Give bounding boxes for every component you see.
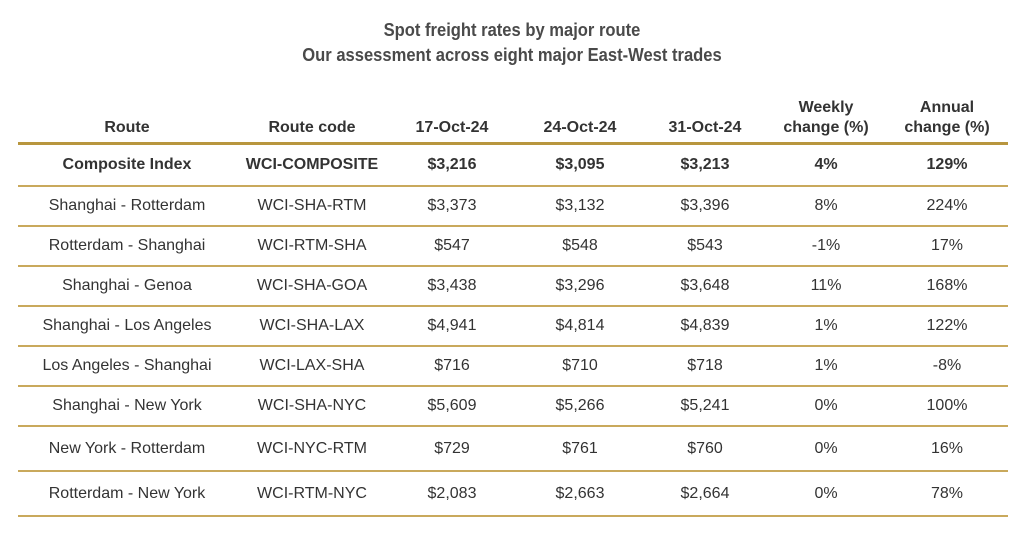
table-row: Rotterdam - Shanghai WCI-RTM-SHA $547 $5… bbox=[18, 226, 1008, 267]
table-row: Shanghai - Los Angeles WCI-SHA-LAX $4,94… bbox=[18, 306, 1008, 347]
cell-weekly-change: 0% bbox=[766, 386, 886, 427]
cell-date-1: $3,373 bbox=[388, 186, 516, 227]
cell-date-2: $2,663 bbox=[516, 471, 644, 517]
cell-date-2: $3,296 bbox=[516, 266, 644, 307]
cell-date-1: $716 bbox=[388, 346, 516, 387]
cell-annual-change: 78% bbox=[886, 471, 1008, 517]
cell-annual-change: -8% bbox=[886, 346, 1008, 387]
cell-date-2: $548 bbox=[516, 226, 644, 267]
cell-route: Los Angeles - Shanghai bbox=[18, 346, 236, 387]
header-date-2: 24-Oct-24 bbox=[516, 94, 644, 145]
cell-route: Rotterdam - New York bbox=[18, 471, 236, 517]
header-annual-change: Annual change (%) bbox=[886, 94, 1008, 145]
cell-date-2: $710 bbox=[516, 346, 644, 387]
table-row: Shanghai - New York WCI-SHA-NYC $5,609 $… bbox=[18, 386, 1008, 427]
header-weekly-line2: change (%) bbox=[783, 119, 869, 136]
cell-route-code: WCI-SHA-LAX bbox=[236, 306, 388, 347]
cell-route-code: WCI-SHA-RTM bbox=[236, 186, 388, 227]
cell-annual-change: 168% bbox=[886, 266, 1008, 307]
cell-route-code: WCI-LAX-SHA bbox=[236, 346, 388, 387]
cell-date-1: $3,216 bbox=[388, 143, 516, 187]
cell-annual-change: 122% bbox=[886, 306, 1008, 347]
table-row: Composite Index WCI-COMPOSITE $3,216 $3,… bbox=[18, 143, 1008, 187]
cell-date-1: $5,609 bbox=[388, 386, 516, 427]
freight-rates-table: Route Route code 17-Oct-24 24-Oct-24 31-… bbox=[18, 94, 1008, 517]
table-row: Shanghai - Rotterdam WCI-SHA-RTM $3,373 … bbox=[18, 186, 1008, 227]
cell-date-3: $4,839 bbox=[644, 306, 766, 347]
cell-route-code: WCI-NYC-RTM bbox=[236, 426, 388, 472]
cell-annual-change: 129% bbox=[886, 143, 1008, 187]
cell-route: Rotterdam - Shanghai bbox=[18, 226, 236, 267]
table-subtitle: Our assessment across eight major East-W… bbox=[302, 45, 722, 65]
table-row: Rotterdam - New York WCI-RTM-NYC $2,083 … bbox=[18, 471, 1008, 517]
table-row: New York - Rotterdam WCI-NYC-RTM $729 $7… bbox=[18, 426, 1008, 472]
cell-weekly-change: 4% bbox=[766, 143, 886, 187]
cell-weekly-change: -1% bbox=[766, 226, 886, 267]
cell-date-3: $3,648 bbox=[644, 266, 766, 307]
cell-weekly-change: 1% bbox=[766, 306, 886, 347]
table-title: Spot freight rates by major route bbox=[383, 20, 641, 40]
cell-route: Shanghai - Genoa bbox=[18, 266, 236, 307]
cell-weekly-change: 1% bbox=[766, 346, 886, 387]
header-weekly-change: Weekly change (%) bbox=[766, 94, 886, 145]
cell-route: Shanghai - New York bbox=[18, 386, 236, 427]
cell-annual-change: 224% bbox=[886, 186, 1008, 227]
cell-date-1: $729 bbox=[388, 426, 516, 472]
cell-date-2: $5,266 bbox=[516, 386, 644, 427]
cell-annual-change: 16% bbox=[886, 426, 1008, 472]
cell-date-2: $4,814 bbox=[516, 306, 644, 347]
cell-date-3: $3,213 bbox=[644, 143, 766, 187]
header-date-1: 17-Oct-24 bbox=[388, 94, 516, 145]
cell-route: Shanghai - Los Angeles bbox=[18, 306, 236, 347]
cell-date-2: $761 bbox=[516, 426, 644, 472]
cell-weekly-change: 0% bbox=[766, 426, 886, 472]
cell-date-3: $2,664 bbox=[644, 471, 766, 517]
table-row: Shanghai - Genoa WCI-SHA-GOA $3,438 $3,2… bbox=[18, 266, 1008, 307]
cell-route-code: WCI-SHA-NYC bbox=[236, 386, 388, 427]
cell-weekly-change: 11% bbox=[766, 266, 886, 307]
cell-date-1: $547 bbox=[388, 226, 516, 267]
cell-weekly-change: 8% bbox=[766, 186, 886, 227]
cell-route-code: WCI-RTM-NYC bbox=[236, 471, 388, 517]
cell-date-1: $4,941 bbox=[388, 306, 516, 347]
header-weekly-line1: Weekly bbox=[798, 99, 854, 116]
cell-route-code: WCI-RTM-SHA bbox=[236, 226, 388, 267]
cell-date-3: $3,396 bbox=[644, 186, 766, 227]
header-annual-line1: Annual bbox=[919, 99, 975, 116]
header-row: Route Route code 17-Oct-24 24-Oct-24 31-… bbox=[18, 94, 1008, 145]
cell-route: Shanghai - Rotterdam bbox=[18, 186, 236, 227]
cell-route: New York - Rotterdam bbox=[18, 426, 236, 472]
cell-date-3: $543 bbox=[644, 226, 766, 267]
header-route-code: Route code bbox=[236, 94, 388, 145]
cell-date-1: $2,083 bbox=[388, 471, 516, 517]
cell-weekly-change: 0% bbox=[766, 471, 886, 517]
table-row: Los Angeles - Shanghai WCI-LAX-SHA $716 … bbox=[18, 346, 1008, 387]
cell-annual-change: 17% bbox=[886, 226, 1008, 267]
cell-date-2: $3,095 bbox=[516, 143, 644, 187]
cell-date-1: $3,438 bbox=[388, 266, 516, 307]
cell-date-3: $5,241 bbox=[644, 386, 766, 427]
cell-date-3: $760 bbox=[644, 426, 766, 472]
header-annual-line2: change (%) bbox=[904, 119, 990, 136]
title-block: Spot freight rates by major route Our as… bbox=[41, 18, 983, 68]
cell-route-code: WCI-SHA-GOA bbox=[236, 266, 388, 307]
cell-date-3: $718 bbox=[644, 346, 766, 387]
cell-date-2: $3,132 bbox=[516, 186, 644, 227]
header-date-3: 31-Oct-24 bbox=[644, 94, 766, 145]
header-route: Route bbox=[18, 94, 236, 145]
cell-route: Composite Index bbox=[18, 143, 236, 187]
cell-annual-change: 100% bbox=[886, 386, 1008, 427]
cell-route-code: WCI-COMPOSITE bbox=[236, 143, 388, 187]
